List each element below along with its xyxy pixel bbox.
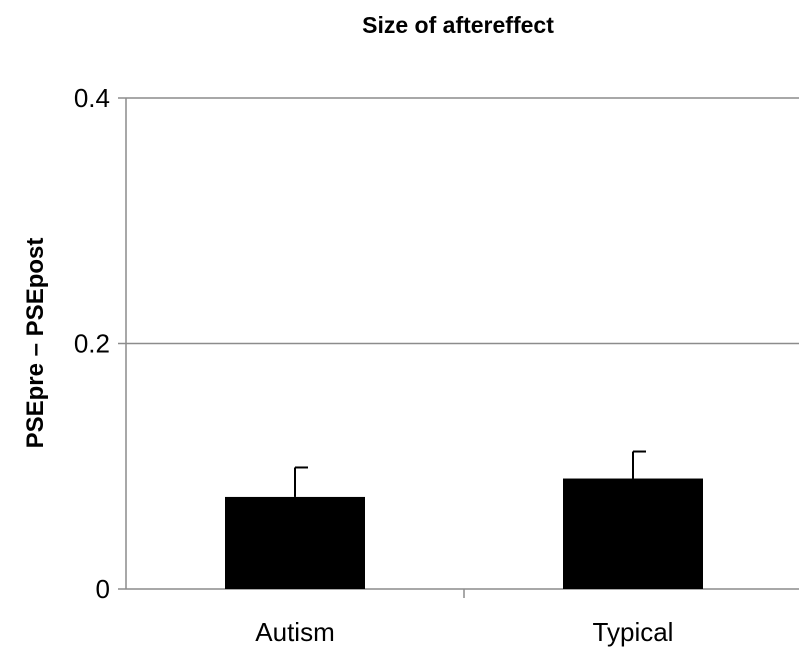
y-tick-label-2: 0.4 — [74, 83, 110, 113]
gridlines — [126, 97, 799, 345]
bar-typical — [563, 478, 703, 589]
y-tick-label-1: 0.2 — [74, 329, 110, 359]
error-bars — [294, 450, 646, 497]
bar-autism — [225, 496, 365, 589]
bars — [225, 478, 703, 589]
y-tick-label-0: 0 — [96, 574, 110, 604]
y-tick-labels: 0 0.2 0.4 — [74, 83, 110, 604]
y-axis-label: PSEpre – PSEpost — [22, 238, 49, 449]
chart-title: Size of aftereffect — [362, 12, 554, 38]
x-tick-label-autism: Autism — [255, 617, 334, 647]
x-tick-label-typical: Typical — [593, 617, 674, 647]
x-tick-labels: Autism Typical — [255, 617, 673, 647]
